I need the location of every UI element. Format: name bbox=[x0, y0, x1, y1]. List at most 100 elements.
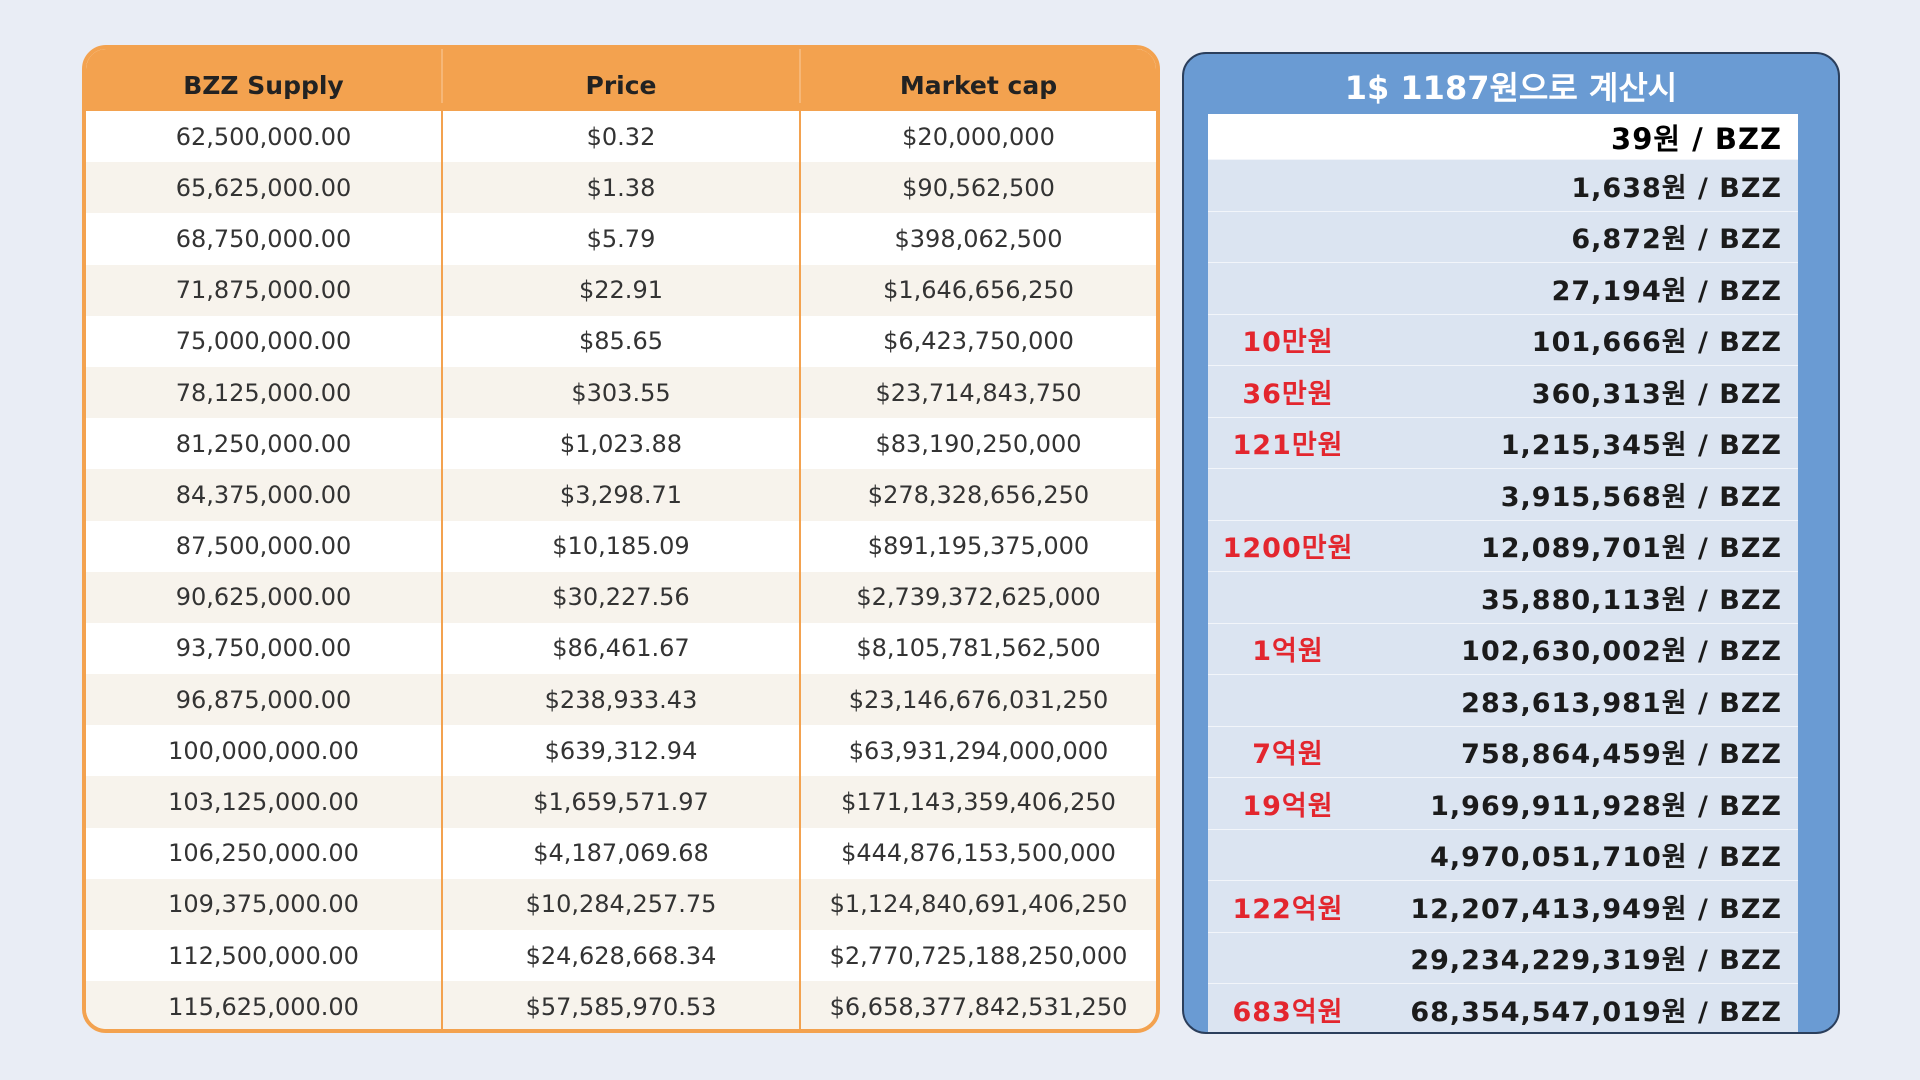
krw-price-per-bzz: 283,613,981원 / BZZ bbox=[1461, 687, 1782, 719]
price-cell: $10,185.09 bbox=[443, 520, 801, 572]
market-cap-cell: $83,190,250,000 bbox=[875, 429, 1082, 458]
table-row: 81,250,000.00 $1,023.88 $83,190,250,000 bbox=[86, 418, 1156, 470]
supply-cell: 100,000,000.00 bbox=[86, 725, 443, 777]
krw-amount-label: 10만원 bbox=[1242, 327, 1334, 359]
krw-amount-label: 122억원 bbox=[1232, 893, 1344, 925]
price-cell: $238,933.43 bbox=[443, 674, 801, 726]
list-item: 19억원 1,969,911,928원 / BZZ bbox=[1208, 778, 1798, 830]
table-row: 90,625,000.00 $30,227.56 $2,739,372,625,00… bbox=[86, 571, 1156, 623]
price-cell: $30,227.56 bbox=[443, 571, 801, 623]
krw-price-per-bzz: 29,234,229,319원 / BZZ bbox=[1410, 945, 1782, 977]
header-price: Price bbox=[443, 49, 801, 103]
supply-cell: 78,125,000.00 bbox=[86, 366, 443, 419]
krw-amount-label: 1억원 bbox=[1252, 636, 1324, 668]
supply-cell: 93,750,000.00 bbox=[86, 622, 443, 675]
price-cell: $24,628,668.34 bbox=[443, 930, 801, 982]
list-item: 7억원 758,864,459원 / BZZ bbox=[1208, 726, 1798, 778]
list-item: 683억원 68,354,547,019원 / BZZ bbox=[1208, 984, 1798, 1032]
market-cap-cell: $444,876,153,500,000 bbox=[841, 839, 1116, 868]
table-body: 62,500,000.00 $0.32 $20,000,000 65,625,000.… bbox=[86, 111, 1156, 1029]
krw-price-per-bzz: 101,666원 / BZZ bbox=[1531, 327, 1782, 359]
list-item: 283,613,981원 / BZZ bbox=[1208, 675, 1798, 727]
market-cap-cell: $278,328,656,250 bbox=[867, 480, 1090, 509]
market-cap-cell: $891,195,375,000 bbox=[867, 532, 1090, 561]
price-cell: $22.91 bbox=[443, 264, 801, 316]
market-cap-cell: $398,062,500 bbox=[894, 224, 1063, 253]
list-item: 1억원 102,630,002원 / BZZ bbox=[1208, 623, 1798, 675]
list-item: 1,638원 / BZZ bbox=[1208, 160, 1798, 212]
list-item: 1200만원 12,089,701원 / BZZ bbox=[1208, 520, 1798, 572]
krw-amount-label: 7억원 bbox=[1252, 739, 1324, 771]
table-row: 109,375,000.00 $10,284,257.75 $1,124,840,6… bbox=[86, 878, 1156, 930]
supply-cell: 71,875,000.00 bbox=[86, 264, 443, 316]
supply-cell: 112,500,000.00 bbox=[86, 930, 443, 982]
supply-cell: 84,375,000.00 bbox=[86, 469, 443, 521]
supply-cell: 81,250,000.00 bbox=[86, 418, 443, 470]
table-row: 78,125,000.00 $303.55 $23,714,843,750 bbox=[86, 366, 1156, 419]
list-item: 27,194원 / BZZ bbox=[1208, 263, 1798, 315]
table-header: BZZ Supply Price Market cap bbox=[86, 49, 1156, 111]
krw-amount-label: 19억원 bbox=[1242, 790, 1334, 822]
price-cell: $3,298.71 bbox=[443, 469, 801, 521]
supply-cell: 96,875,000.00 bbox=[86, 674, 443, 726]
table-row: 106,250,000.00 $4,187,069.68 $444,876,153,… bbox=[86, 827, 1156, 879]
price-cell: $85.65 bbox=[443, 315, 801, 367]
krw-price-per-bzz: 360,313원 / BZZ bbox=[1531, 378, 1782, 410]
table-row: 96,875,000.00 $238,933.43 $23,146,676,031,… bbox=[86, 674, 1156, 726]
krw-price-per-bzz: 35,880,113원 / BZZ bbox=[1480, 584, 1782, 616]
list-item: 36만원 360,313원 / BZZ bbox=[1208, 366, 1798, 418]
table-row: 84,375,000.00 $3,298.71 $278,328,656,250 bbox=[86, 469, 1156, 521]
table-row: 100,000,000.00 $639,312.94 $63,931,294,000… bbox=[86, 725, 1156, 777]
krw-price-per-bzz: 68,354,547,019원 / BZZ bbox=[1410, 996, 1782, 1028]
list-item: 122억원 12,207,413,949원 / BZZ bbox=[1208, 881, 1798, 933]
market-cap-cell: $90,562,500 bbox=[902, 173, 1055, 202]
krw-price-per-bzz: 3,915,568원 / BZZ bbox=[1500, 481, 1782, 513]
krw-price-list: 39원 / BZZ 1,638원 / BZZ 6,872원 / BZZ 27,194원… bbox=[1208, 114, 1798, 1032]
krw-conversion-panel: 1$ 1187원으로 계산시 39원 / BZZ 1,638원 / BZZ 6,87… bbox=[1182, 52, 1840, 1034]
krw-amount-label: 1200만원 bbox=[1222, 533, 1354, 565]
krw-amount-label: 683억원 bbox=[1232, 996, 1344, 1028]
market-cap-cell: $2,770,725,188,250,000 bbox=[829, 941, 1128, 970]
price-cell: $4,187,069.68 bbox=[443, 827, 801, 879]
krw-price-per-bzz: 1,638원 / BZZ bbox=[1571, 172, 1782, 204]
market-cap-cell: $23,146,676,031,250 bbox=[848, 685, 1109, 714]
price-cell: $0.32 bbox=[443, 111, 801, 163]
krw-price-per-bzz: 12,089,701원 / BZZ bbox=[1480, 533, 1782, 565]
market-cap-cell: $8,105,781,562,500 bbox=[856, 634, 1101, 663]
list-item: 4,970,051,710원 / BZZ bbox=[1208, 829, 1798, 881]
supply-cell: 103,125,000.00 bbox=[86, 776, 443, 828]
market-cap-cell: $1,646,656,250 bbox=[883, 276, 1074, 305]
table-row: 115,625,000.00 $57,585,970.53 $6,658,377,8… bbox=[86, 981, 1156, 1029]
header-bzz-supply: BZZ Supply bbox=[86, 49, 443, 103]
price-cell: $1,023.88 bbox=[443, 418, 801, 470]
krw-price-per-bzz: 6,872원 / BZZ bbox=[1571, 224, 1782, 256]
list-item: 10만원 101,666원 / BZZ bbox=[1208, 314, 1798, 366]
supply-cell: 109,375,000.00 bbox=[86, 878, 443, 930]
market-cap-cell: $6,658,377,842,531,250 bbox=[829, 992, 1128, 1021]
krw-price-per-bzz: 758,864,459원 / BZZ bbox=[1461, 739, 1782, 771]
krw-price-per-bzz: 39원 / BZZ bbox=[1611, 121, 1782, 156]
price-cell: $57,585,970.53 bbox=[443, 981, 801, 1029]
table-row: 87,500,000.00 $10,185.09 $891,195,375,000 bbox=[86, 520, 1156, 572]
price-cell: $5.79 bbox=[443, 213, 801, 265]
krw-price-per-bzz: 12,207,413,949원 / BZZ bbox=[1410, 893, 1782, 925]
supply-price-table: BZZ Supply Price Market cap 62,500,000.0… bbox=[82, 45, 1160, 1033]
table-row: 112,500,000.00 $24,628,668.34 $2,770,725,1… bbox=[86, 930, 1156, 982]
list-item: 35,880,113원 / BZZ bbox=[1208, 572, 1798, 624]
krw-amount-label: 121만원 bbox=[1232, 430, 1344, 462]
supply-cell: 106,250,000.00 bbox=[86, 827, 443, 879]
supply-cell: 87,500,000.00 bbox=[86, 520, 443, 572]
price-cell: $1.38 bbox=[443, 162, 801, 214]
krw-price-per-bzz: 4,970,051,710원 / BZZ bbox=[1430, 842, 1782, 874]
market-cap-cell: $6,423,750,000 bbox=[883, 327, 1074, 356]
krw-price-per-bzz: 102,630,002원 / BZZ bbox=[1461, 636, 1782, 668]
list-item: 121만원 1,215,345원 / BZZ bbox=[1208, 417, 1798, 469]
table-row: 68,750,000.00 $5.79 $398,062,500 bbox=[86, 213, 1156, 265]
price-cell: $10,284,257.75 bbox=[443, 878, 801, 930]
supply-cell: 90,625,000.00 bbox=[86, 571, 443, 623]
market-cap-cell: $23,714,843,750 bbox=[875, 378, 1082, 407]
krw-price-per-bzz: 27,194원 / BZZ bbox=[1551, 275, 1782, 307]
krw-price-per-bzz: 1,215,345원 / BZZ bbox=[1500, 430, 1782, 462]
supply-cell: 115,625,000.00 bbox=[86, 981, 443, 1029]
price-cell: $303.55 bbox=[443, 366, 801, 419]
